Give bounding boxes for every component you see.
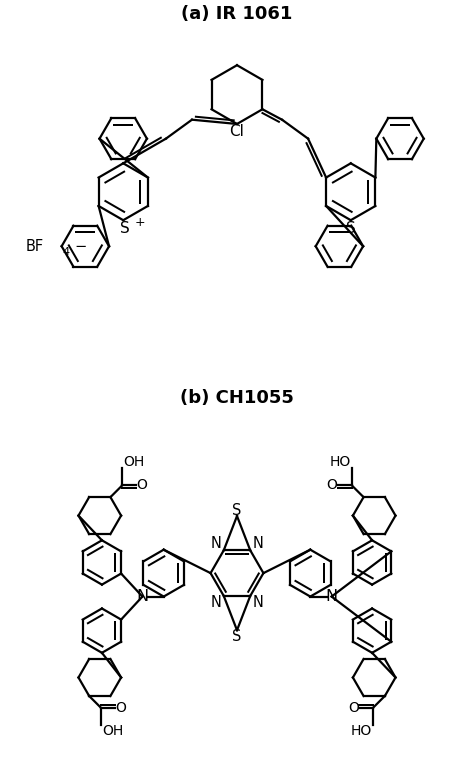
Text: N: N — [326, 589, 337, 604]
Text: O: O — [348, 701, 359, 715]
Text: S: S — [120, 221, 130, 236]
Text: HO: HO — [329, 455, 351, 469]
Text: N: N — [137, 589, 148, 604]
Text: OH: OH — [102, 724, 123, 739]
Text: N: N — [210, 595, 221, 611]
Text: O: O — [137, 478, 147, 492]
Text: 4: 4 — [63, 248, 70, 258]
Text: Cl: Cl — [229, 123, 245, 139]
Text: (b) CH1055: (b) CH1055 — [180, 390, 294, 407]
Text: (a) IR 1061: (a) IR 1061 — [182, 5, 292, 23]
Text: S: S — [232, 502, 242, 518]
Text: BF: BF — [26, 239, 44, 254]
Text: OH: OH — [123, 455, 145, 469]
Text: N: N — [253, 536, 264, 551]
Text: S: S — [346, 221, 356, 236]
Text: N: N — [210, 536, 221, 551]
Text: O: O — [327, 478, 337, 492]
Text: S: S — [232, 629, 242, 644]
Text: HO: HO — [351, 724, 372, 739]
Text: +: + — [135, 216, 145, 229]
Text: O: O — [115, 701, 126, 715]
Text: −: − — [75, 239, 87, 254]
Text: N: N — [253, 595, 264, 611]
